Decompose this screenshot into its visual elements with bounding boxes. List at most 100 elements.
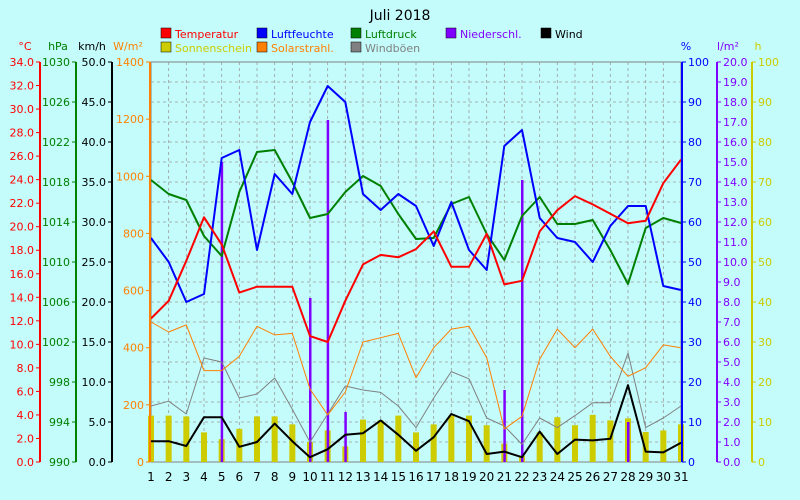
humidity-tick-label: 20 — [688, 376, 702, 389]
x-tick-label: 1 — [147, 470, 155, 484]
temp-tick-label: 4.0 — [17, 409, 35, 422]
x-tick-label: 23 — [532, 470, 547, 484]
sunshine-bar — [165, 415, 172, 462]
sunshine-bar — [360, 419, 366, 462]
temp-tick-label: 24.0 — [10, 174, 35, 187]
sunshine-bar — [607, 420, 614, 462]
precipitation-legend-label: Niederschl. — [460, 28, 522, 41]
x-tick-label: 16 — [408, 470, 423, 484]
precip-tick-label: 15.0 — [723, 156, 748, 169]
pressure-tick-label: 1010 — [42, 256, 70, 269]
x-tick-label: 28 — [620, 470, 635, 484]
x-tick-label: 15 — [391, 470, 406, 484]
precip-tick-label: 19.0 — [723, 76, 748, 89]
precip-tick-label: 17.0 — [723, 116, 748, 129]
pressure-tick-label: 1006 — [42, 296, 70, 309]
chart-title: Juli 2018 — [369, 8, 431, 24]
solar-legend-swatch — [256, 41, 268, 53]
pressure-tick-label: 1002 — [42, 336, 70, 349]
precipitation-bar — [521, 180, 524, 462]
gusts-legend-swatch — [350, 41, 362, 53]
wind-tick-label: 30.0 — [82, 216, 107, 229]
wind-tick-label: 25.0 — [82, 256, 107, 269]
gusts-line — [150, 352, 682, 445]
x-tick-label: 11 — [320, 470, 335, 484]
pressure-tick-label: 1022 — [42, 136, 70, 149]
sunshine-legend-label: Sonnenschein — [175, 42, 252, 55]
sunshine-bar — [183, 416, 190, 462]
temp-tick-label: 26.0 — [10, 150, 35, 163]
sunshine-bar — [271, 416, 278, 462]
sunshine-bar — [572, 425, 578, 462]
sunshine-bar — [483, 425, 490, 462]
wind-tick-label: 35.0 — [82, 176, 107, 189]
sunshine-tick-label: 70 — [758, 176, 772, 189]
sunshine-bar — [413, 432, 419, 462]
x-tick-label: 6 — [236, 470, 244, 484]
temperature-legend-label: Temperatur — [174, 28, 239, 41]
wind-legend-swatch — [540, 27, 552, 39]
wind-line — [151, 384, 682, 459]
x-tick-label: 27 — [603, 470, 618, 484]
precip-tick-label: 13.0 — [723, 196, 748, 209]
pressure-tick-label: 990 — [49, 456, 70, 469]
temp-tick-label: 30.0 — [10, 103, 35, 116]
precip-tick-label: 0.0 — [723, 456, 741, 469]
pressure-tick-label: 1030 — [42, 56, 70, 69]
temp-tick-label: 22.0 — [10, 197, 35, 210]
pressure-tick-label: 1018 — [42, 176, 70, 189]
pressure-tick-label: 1026 — [42, 96, 70, 109]
precip-tick-label: 3.0 — [723, 396, 741, 409]
wind-tick-label: 40.0 — [82, 136, 107, 149]
solar-tick-label: 0 — [137, 456, 144, 469]
precip-tick-label: 14.0 — [723, 176, 748, 189]
pressure-legend-swatch — [350, 27, 362, 39]
precipitation-bar — [326, 120, 330, 462]
precip-tick-label: 6.0 — [723, 336, 741, 349]
sunshine-bar — [254, 416, 260, 462]
temp-tick-label: 16.0 — [10, 268, 35, 281]
axes: 0.02.04.06.08.010.012.014.016.018.020.02… — [10, 40, 780, 484]
wind-tick-label: 45.0 — [82, 96, 107, 109]
x-tick-label: 22 — [514, 470, 529, 484]
sunshine-bar — [377, 420, 384, 462]
temp-unit-label: °C — [18, 40, 32, 53]
x-tick-label: 19 — [461, 470, 476, 484]
precip-tick-label: 1.0 — [723, 436, 741, 449]
sunshine-bar — [466, 415, 472, 462]
x-tick-label: 18 — [444, 470, 459, 484]
pressure-line — [150, 149, 682, 285]
humidity-tick-label: 90 — [688, 96, 702, 109]
humidity-line — [150, 85, 682, 303]
sunshine-bar — [448, 415, 455, 462]
x-tick-label: 8 — [271, 470, 279, 484]
temperature-line — [150, 159, 682, 343]
solar-tick-label: 200 — [123, 399, 144, 412]
x-tick-label: 3 — [183, 470, 191, 484]
sunshine-tick-label: 60 — [758, 216, 772, 229]
precipitation-bar — [344, 412, 347, 462]
sunshine-tick-label: 30 — [758, 336, 772, 349]
x-tick-label: 21 — [497, 470, 512, 484]
humidity-tick-label: 70 — [688, 176, 702, 189]
precipitation-legend-swatch — [445, 27, 457, 39]
pressure-tick-label: 1014 — [42, 216, 70, 229]
temp-tick-label: 6.0 — [17, 385, 35, 398]
sunshine-bar — [589, 414, 596, 462]
wind-legend-label: Wind — [555, 28, 583, 41]
precip-tick-label: 4.0 — [723, 376, 741, 389]
humidity-tick-label: 50 — [688, 256, 702, 269]
solar-unit-label: W/m² — [113, 40, 143, 53]
gusts-legend-label: Windböen — [365, 42, 420, 55]
sunshine-bar — [642, 432, 649, 462]
humidity-tick-label: 40 — [688, 296, 702, 309]
sunshine-unit-label: h — [755, 40, 762, 53]
precip-tick-label: 7.0 — [723, 316, 741, 329]
temp-tick-label: 12.0 — [10, 315, 35, 328]
precip-tick-label: 5.0 — [723, 356, 741, 369]
wind-tick-label: 50.0 — [82, 56, 107, 69]
humidity-legend-swatch — [256, 27, 268, 39]
temp-tick-label: 14.0 — [10, 291, 35, 304]
precip-tick-label: 12.0 — [723, 216, 748, 229]
